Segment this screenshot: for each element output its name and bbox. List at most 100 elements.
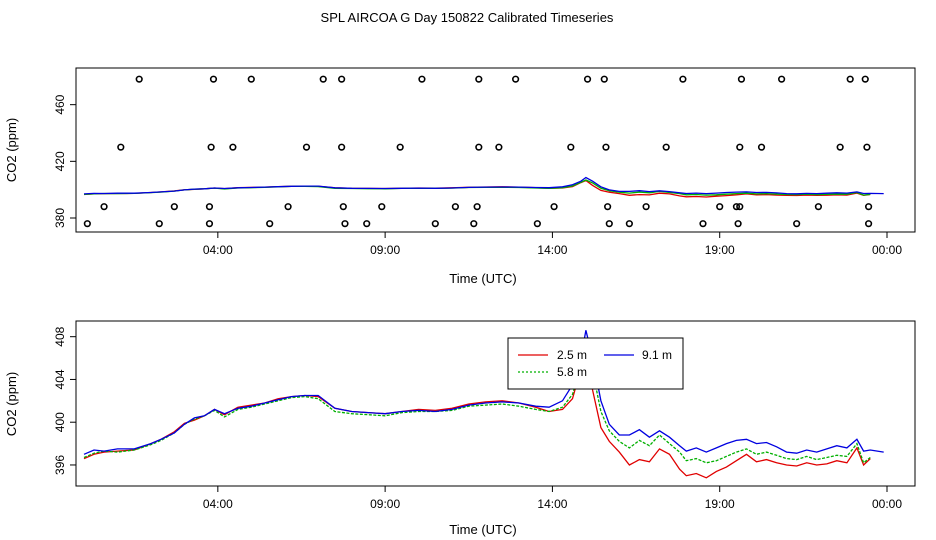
calibration-point (863, 143, 871, 151)
p2-y-tick-label: 408 (53, 326, 67, 346)
legend-label-2-5m: 2.5 m (557, 348, 587, 362)
series-line-2-5-m (83, 352, 871, 479)
calibration-point (338, 75, 346, 83)
calibration-point (814, 203, 823, 211)
top-x-axis: 04:00 09:00 14:00 19:00 00:00 (203, 232, 902, 257)
legend-label-5-8m: 5.8 m (557, 365, 587, 379)
calibration-point (864, 203, 873, 211)
calibration-point (319, 75, 327, 83)
legend-box (507, 337, 684, 390)
calibration-point (470, 220, 478, 228)
calibration-point (363, 220, 371, 228)
calibration-point (396, 143, 404, 151)
top-x-axis-label: Time (UTC) (449, 271, 516, 286)
p2-x-tick-label: 00:00 (872, 497, 902, 511)
calibration-point (209, 75, 218, 83)
calibration-point (339, 203, 347, 211)
bottom-series-lines (83, 330, 884, 479)
top-series-line-9-1-m (83, 176, 884, 195)
p1-y-tick-label: 420 (53, 151, 67, 171)
top-scatter-points (83, 75, 873, 228)
p1-x-tick-label: 19:00 (705, 243, 735, 257)
bottom-x-axis: 04:00 09:00 14:00 19:00 00:00 (203, 486, 902, 511)
p1-y-tick-label: 380 (53, 208, 67, 228)
calibration-point (473, 203, 481, 211)
p2-x-tick-label: 09:00 (370, 497, 400, 511)
calibration-point (737, 75, 746, 83)
calibration-point (778, 75, 786, 83)
calibration-point (625, 220, 633, 228)
calibration-point (475, 75, 483, 83)
calibration-point (864, 220, 873, 228)
calibration-point (642, 203, 650, 211)
calibration-point (567, 143, 575, 151)
legend-label-9-1m: 9.1 m (642, 348, 672, 362)
calibration-point (736, 143, 744, 151)
bottom-x-axis-label: Time (UTC) (449, 522, 516, 537)
top-plot-frame (75, 67, 916, 233)
calibration-point (602, 143, 610, 151)
calibration-point (431, 220, 439, 228)
calibration-point (418, 75, 426, 83)
top-panel-scatter: 04:00 09:00 14:00 19:00 00:00 380 420 460 Time… (4, 67, 916, 286)
calibration-point (207, 143, 215, 151)
calibration-point (205, 203, 214, 211)
legend: 2.5 m 5.8 m 9.1 m (507, 337, 684, 390)
calibration-point (378, 203, 386, 211)
calibration-point (341, 220, 349, 228)
p1-x-tick-label: 00:00 (872, 243, 902, 257)
calibration-point (170, 203, 178, 211)
calibration-point (284, 203, 292, 211)
p2-x-tick-label: 04:00 (203, 497, 233, 511)
p2-x-tick-label: 14:00 (537, 497, 567, 511)
calibration-point (732, 203, 741, 211)
calibration-point (583, 75, 592, 83)
calibration-point (699, 220, 707, 228)
bottom-y-axis: 396 400 404 408 (53, 326, 76, 475)
series-line-9-1-m (83, 330, 884, 455)
calibration-point (793, 220, 801, 228)
calibration-point (604, 203, 612, 211)
p2-y-tick-label: 404 (53, 369, 67, 389)
calibration-point (533, 220, 541, 228)
p1-x-tick-label: 09:00 (370, 243, 400, 257)
calibration-point (229, 143, 237, 151)
bottom-y-axis-label: CO2 (ppm) (4, 372, 19, 436)
calibration-point (205, 220, 214, 228)
calibration-point (679, 75, 687, 83)
p2-y-tick-label: 400 (53, 412, 67, 432)
calibration-point (117, 143, 125, 151)
calibration-point (716, 203, 724, 211)
calibration-point (836, 143, 844, 151)
calibration-point (550, 203, 558, 211)
figure-title: SPL AIRCOA G Day 150822 Calibrated Times… (321, 10, 614, 25)
calibration-point (861, 75, 869, 83)
top-y-axis-label: CO2 (ppm) (4, 118, 19, 182)
calibration-point (736, 203, 744, 211)
calibration-point (605, 220, 613, 228)
p1-x-tick-label: 04:00 (203, 243, 233, 257)
calibration-point (83, 220, 91, 228)
calibration-point (247, 75, 255, 83)
calibration-point (734, 220, 742, 228)
p1-x-tick-label: 14:00 (537, 243, 567, 257)
bottom-plot-frame (75, 320, 916, 487)
p2-y-tick-label: 396 (53, 455, 67, 475)
calibration-point (475, 143, 483, 151)
calibration-point (757, 143, 766, 151)
calibration-point (100, 203, 108, 211)
calibration-point (495, 143, 503, 151)
calibration-point (338, 143, 346, 151)
series-line-5-8-m (83, 347, 871, 464)
p2-x-tick-label: 19:00 (705, 497, 735, 511)
calibration-point (135, 75, 143, 83)
calibration-point (266, 220, 274, 228)
calibration-point (451, 203, 459, 211)
calibration-point (302, 143, 311, 151)
calibration-point (662, 143, 670, 151)
calibration-point (512, 75, 520, 83)
top-overlay-lines (83, 176, 884, 198)
calibration-point (600, 75, 608, 83)
calibration-point (155, 220, 163, 228)
